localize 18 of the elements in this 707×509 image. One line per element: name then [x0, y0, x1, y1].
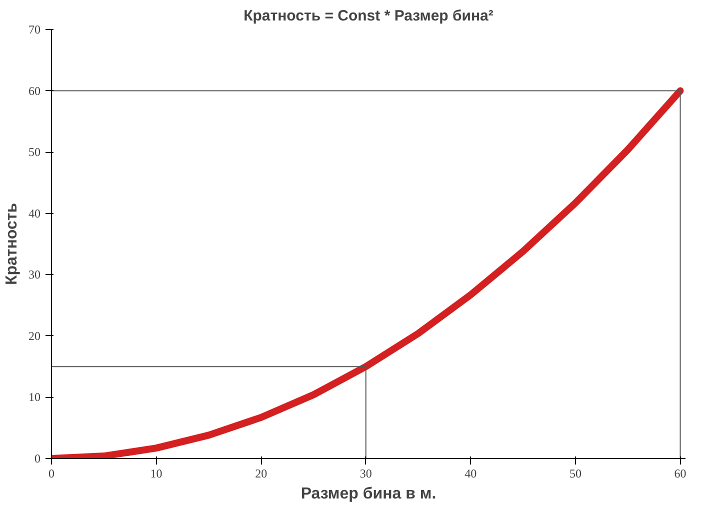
x-tick-label: 10	[150, 466, 162, 480]
y-tick-label: 60	[28, 84, 40, 98]
y-tick-label: 30	[28, 268, 40, 282]
x-tick-label: 40	[464, 466, 477, 480]
chart-title: Кратность = Const * Размер бина²	[244, 8, 494, 24]
x-axis-title: Размер бина в м.	[300, 486, 436, 502]
y-tick-label: 50	[28, 145, 40, 160]
x-tick-label: 20	[255, 466, 268, 480]
y-axis-title: Кратность	[4, 202, 20, 286]
y-tick-label: 20	[28, 328, 40, 343]
x-tick-label: 50	[569, 466, 582, 480]
x-tick-label: 60	[674, 466, 686, 480]
y-tick-label: 10	[28, 390, 40, 404]
x-tick-label: 0	[48, 466, 54, 480]
y-tick-label: 70	[28, 22, 40, 36]
y-tick-label: 0	[34, 452, 40, 466]
y-tick-label: 40	[28, 206, 40, 220]
x-tick-label: 30	[360, 466, 372, 480]
